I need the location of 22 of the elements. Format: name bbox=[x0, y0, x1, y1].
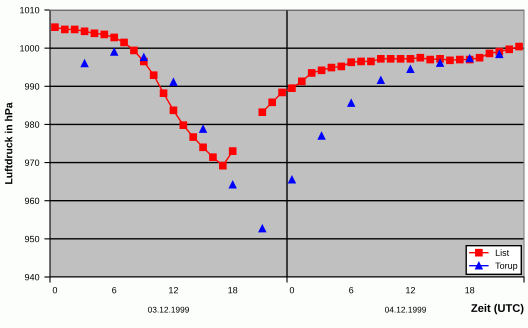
x-tick-label: 18 bbox=[465, 286, 474, 294]
y-tick-label: 1010 bbox=[20, 6, 40, 14]
y-axis-title: Luftdruck in hPa bbox=[4, 102, 12, 184]
y-tick-label: 970 bbox=[24, 160, 40, 166]
y-tick-label: 950 bbox=[24, 236, 40, 242]
y-tick-label: 960 bbox=[24, 198, 40, 204]
legend-label: Torup bbox=[495, 262, 518, 271]
x-axis-title: Zeit (UTC) bbox=[471, 304, 524, 314]
x-tick-label: 0 bbox=[290, 286, 294, 294]
x-tick-label: 6 bbox=[112, 286, 116, 294]
text: 04.12.1999 bbox=[384, 306, 426, 313]
x-tick-label: 0 bbox=[52, 286, 58, 294]
x-tick-label: 12 bbox=[169, 286, 178, 294]
x-tick-label: 6 bbox=[349, 286, 354, 294]
x-tick-label: 12 bbox=[406, 286, 416, 294]
legend-label: List bbox=[496, 249, 510, 256]
x-tick-label: 18 bbox=[228, 286, 238, 294]
y-tick-label: 1000 bbox=[20, 45, 40, 52]
text: 03.12.1999 bbox=[148, 306, 189, 313]
y-tick-label: 980 bbox=[24, 121, 40, 128]
y-tick-label: 940 bbox=[24, 274, 40, 280]
y-tick-label: 990 bbox=[24, 83, 40, 90]
